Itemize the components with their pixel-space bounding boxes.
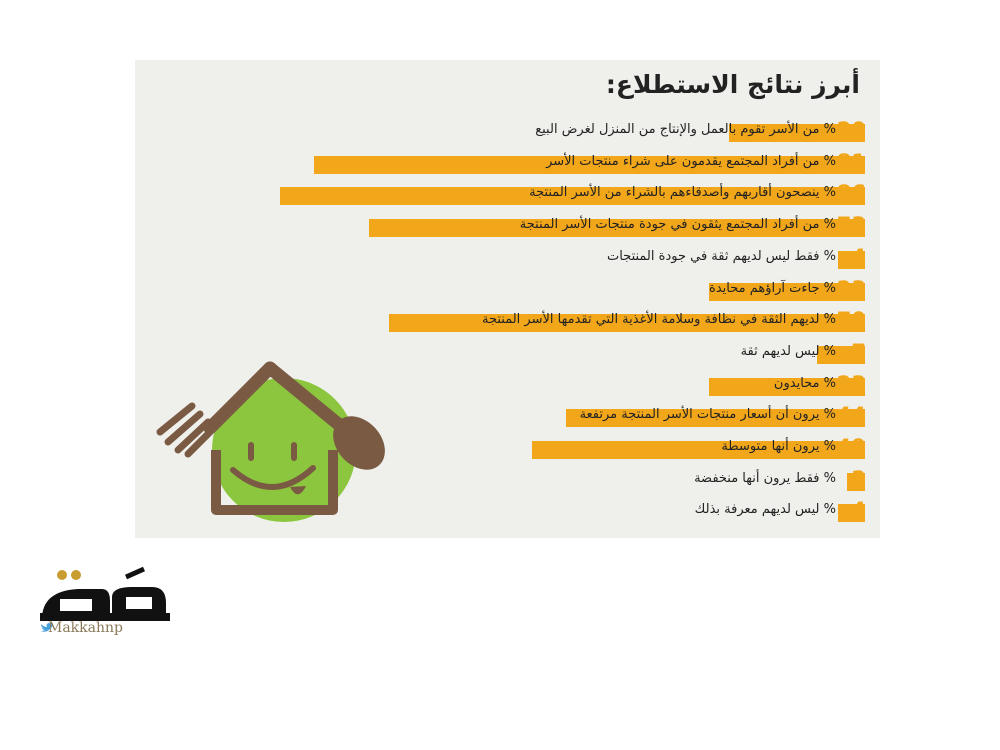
bar-value: 81 xyxy=(836,149,866,174)
chart-row: % ينصحون أقاربهم وأصدقاءهم بالشراء من ال… xyxy=(135,178,880,210)
bar-value: 4 xyxy=(851,244,866,269)
bar xyxy=(837,504,865,523)
bar-label: % من أفراد المجتمع يثقون في جودة منتجات … xyxy=(519,217,836,233)
chart-row: % يرون أنها متوسطة 49 xyxy=(135,432,880,464)
bar xyxy=(837,250,865,269)
chart-row: % محايدون 23 xyxy=(135,369,880,401)
bar xyxy=(708,282,865,301)
bar-label: % ليس لديهم معرفة بذلك xyxy=(694,502,836,518)
bar-value: 23 xyxy=(836,371,866,396)
bar-label: % ليس لديهم ثقة xyxy=(740,343,836,359)
bar-value: 73 xyxy=(836,213,866,238)
bar-value: 2 xyxy=(851,466,866,491)
bar xyxy=(847,472,865,491)
makkah-logo xyxy=(40,566,170,621)
bar-value: 23 xyxy=(836,276,866,301)
twitter-handle: Makkahnp xyxy=(48,620,123,636)
bar-label: % فقط يرون أنها منخفضة xyxy=(694,470,836,486)
chart-row: % فقط يرون أنها منخفضة 2 xyxy=(135,464,880,496)
twitter-bird-icon xyxy=(41,623,53,632)
bar xyxy=(729,124,865,142)
bar xyxy=(314,155,865,174)
chart-row: % جاءت آراؤهم محايدة 23 xyxy=(135,274,880,306)
bar-label: % من الأسر تقوم بالعمل والإنتاج من المنز… xyxy=(535,122,836,137)
bar xyxy=(531,441,865,459)
infographic-panel: أبرز نتائج الاستطلاع: % من الأسر تقوم با… xyxy=(135,60,880,538)
bar xyxy=(280,187,865,206)
bar-label: % ينصحون أقاربهم وأصدقاءهم بالشراء من ال… xyxy=(529,185,836,201)
chart-row: % يرون أن أسعار منتجات الأسر المنتجة مرت… xyxy=(135,400,880,432)
chart-row: % فقط ليس لديهم ثقة في جودة المنتجات 4 xyxy=(135,242,880,274)
bar-label: % جاءت آراؤهم محايدة xyxy=(709,280,836,296)
bar-value: 49 xyxy=(836,435,866,459)
chart-row: % من أفراد المجتمع يثقون في جودة منتجات … xyxy=(135,210,880,242)
chart-row: % ليس لديهم معرفة بذلك 4 xyxy=(135,495,880,527)
bar xyxy=(368,219,865,238)
bar-label: % لديهم الثقة في نظافة وسلامة الأغذية ال… xyxy=(482,312,836,328)
bar xyxy=(565,409,865,428)
bar-value: 4 xyxy=(851,498,866,523)
smiling-house-fork-spoon-icon xyxy=(156,361,385,522)
page-title: أبرز نتائج الاستطلاع: xyxy=(605,70,860,99)
bar-value: 70 xyxy=(836,308,866,333)
chart-row: % ليس لديهم ثقة 7 xyxy=(135,337,880,369)
chart-row: % لديهم الثقة في نظافة وسلامة الأغذية ال… xyxy=(135,305,880,337)
bar-value: 20 xyxy=(836,118,866,142)
bar-label: % يرون أن أسعار منتجات الأسر المنتجة مرت… xyxy=(579,407,836,423)
bar-label: % من أفراد المجتمع يقدمون على شراء منتجا… xyxy=(546,153,836,169)
bar-value: 7 xyxy=(851,339,866,364)
bar-value: 44 xyxy=(836,403,866,428)
bar xyxy=(817,345,865,364)
bar-label: % يرون أنها متوسطة xyxy=(721,439,836,454)
bar xyxy=(708,377,865,396)
chart-row: % من الأسر تقوم بالعمل والإنتاج من المنز… xyxy=(135,115,880,147)
bar-label: % فقط ليس لديهم ثقة في جودة المنتجات xyxy=(606,248,836,264)
bar xyxy=(389,314,865,333)
bar-value: 86 xyxy=(836,181,866,206)
bar-label: % محايدون xyxy=(773,375,836,391)
chart-row: % من أفراد المجتمع يقدمون على شراء منتجا… xyxy=(135,147,880,179)
